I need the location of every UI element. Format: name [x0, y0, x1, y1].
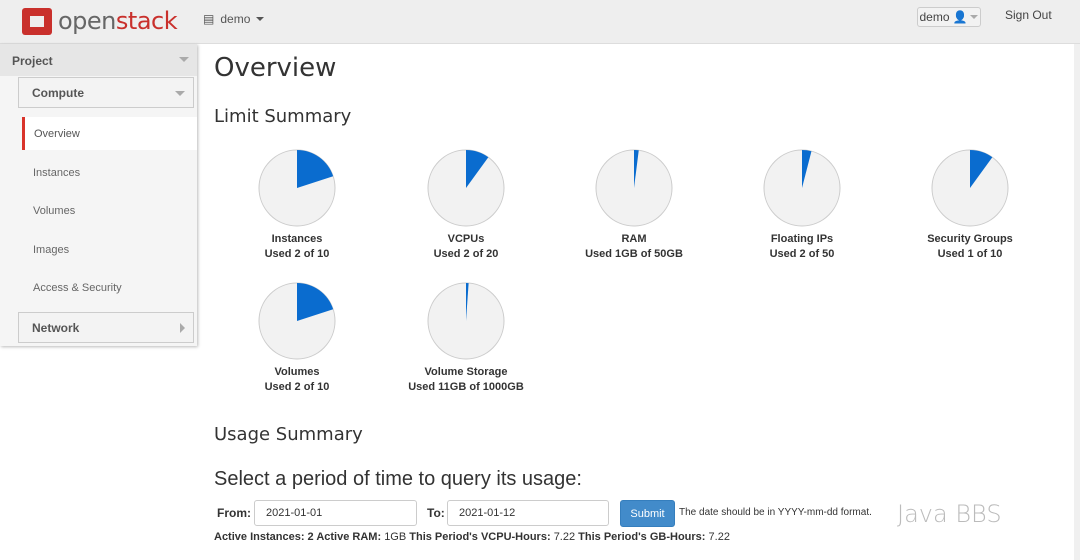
limit-pie-floating-ips: Floating IPs Used 2 of 50	[727, 149, 877, 260]
from-label: From:	[217, 506, 251, 520]
pie-used-slice	[970, 150, 993, 188]
limit-used: Used 2 of 20	[433, 248, 499, 260]
sidebar-item-access-security[interactable]: Access & Security	[33, 282, 122, 294]
openstack-logo-icon	[22, 7, 52, 35]
sidebar-item-images[interactable]: Images	[33, 244, 70, 256]
scrollbar[interactable]	[1074, 44, 1080, 560]
pie-chart	[427, 282, 505, 360]
pie-used-slice	[297, 283, 334, 321]
limit-used: Used 2 of 10	[264, 381, 330, 393]
pie-used-slice	[634, 150, 639, 188]
sidebar-item-instances[interactable]: Instances	[33, 167, 81, 179]
limit-used: Used 1GB of 50GB	[585, 248, 683, 260]
limit-used: Used 11GB of 1000GB	[408, 381, 524, 393]
openstack-logo[interactable]: openstack	[22, 7, 178, 35]
limit-used: Used 1 of 10	[937, 248, 1003, 260]
date-format-help: The date should be in YYYY-mm-dd format.	[679, 507, 872, 518]
limit-name: RAM	[621, 233, 647, 245]
period-heading: Select a period of time to query its usa…	[214, 468, 582, 490]
to-date-input[interactable]	[447, 500, 609, 526]
watermark: Java BBS	[897, 500, 1002, 528]
pie-used-slice	[466, 150, 489, 188]
usage-summary-heading: Usage Summary	[214, 424, 363, 445]
pie-chart	[763, 149, 841, 227]
sidebar-item-volumes[interactable]: Volumes	[33, 205, 76, 217]
limit-name: VCPUs	[447, 233, 485, 245]
chevron-down-icon	[175, 91, 185, 96]
limit-pie-vcpus: VCPUs Used 2 of 20	[391, 149, 541, 260]
limit-name: Volumes	[274, 366, 320, 378]
limit-pie-volumes: Volumes Used 2 of 10	[222, 282, 372, 393]
limit-used: Used 2 of 50	[769, 248, 835, 260]
sidebar: Project Compute Overview Instances Volum…	[0, 44, 197, 346]
usage-stats: Active Instances: 2 Active RAM: 1GB This…	[214, 531, 730, 543]
limit-pie-volume-storage: Volume Storage Used 11GB of 1000GB	[391, 282, 541, 393]
pie-used-slice	[466, 283, 469, 321]
top-navbar: openstack ▤ demo demo 👤 Sign Out	[0, 0, 1080, 44]
pie-used-slice	[802, 150, 812, 188]
sidebar-compute-header[interactable]: Compute	[18, 77, 194, 108]
pie-chart	[931, 149, 1009, 227]
limit-name: Security Groups	[927, 233, 1013, 245]
sidebar-item-overview[interactable]: Overview	[22, 117, 197, 150]
limit-pie-instances: Instances Used 2 of 10	[222, 149, 372, 260]
to-label: To:	[427, 506, 445, 520]
chevron-right-icon	[180, 323, 185, 333]
user-menu-button[interactable]: demo 👤	[917, 7, 981, 27]
submit-button[interactable]: Submit	[620, 500, 675, 527]
limit-pie-security-groups: Security Groups Used 1 of 10	[895, 149, 1045, 260]
sidebar-network-header[interactable]: Network	[18, 312, 194, 343]
chevron-down-icon	[179, 57, 189, 62]
page-title: Overview	[214, 53, 337, 83]
limit-name: Floating IPs	[770, 233, 834, 245]
pie-chart	[258, 282, 336, 360]
pie-chart	[427, 149, 505, 227]
caret-down-icon	[256, 17, 265, 21]
pie-chart	[595, 149, 673, 227]
list-icon: ▤	[203, 12, 215, 26]
pie-chart	[258, 149, 336, 227]
project-selector[interactable]: ▤ demo	[203, 12, 265, 26]
limit-name: Instances	[271, 233, 323, 245]
from-date-input[interactable]	[254, 500, 417, 526]
sidebar-project-header[interactable]: Project	[0, 44, 197, 76]
user-icon: 👤	[952, 10, 968, 24]
limit-summary-heading: Limit Summary	[214, 106, 352, 127]
sign-out-link[interactable]: Sign Out	[1005, 8, 1052, 22]
caret-down-icon	[970, 15, 979, 19]
pie-used-slice	[297, 150, 334, 188]
limit-name: Volume Storage	[424, 366, 508, 378]
limit-pie-ram: RAM Used 1GB of 50GB	[559, 149, 709, 260]
limit-used: Used 2 of 10	[264, 248, 330, 260]
